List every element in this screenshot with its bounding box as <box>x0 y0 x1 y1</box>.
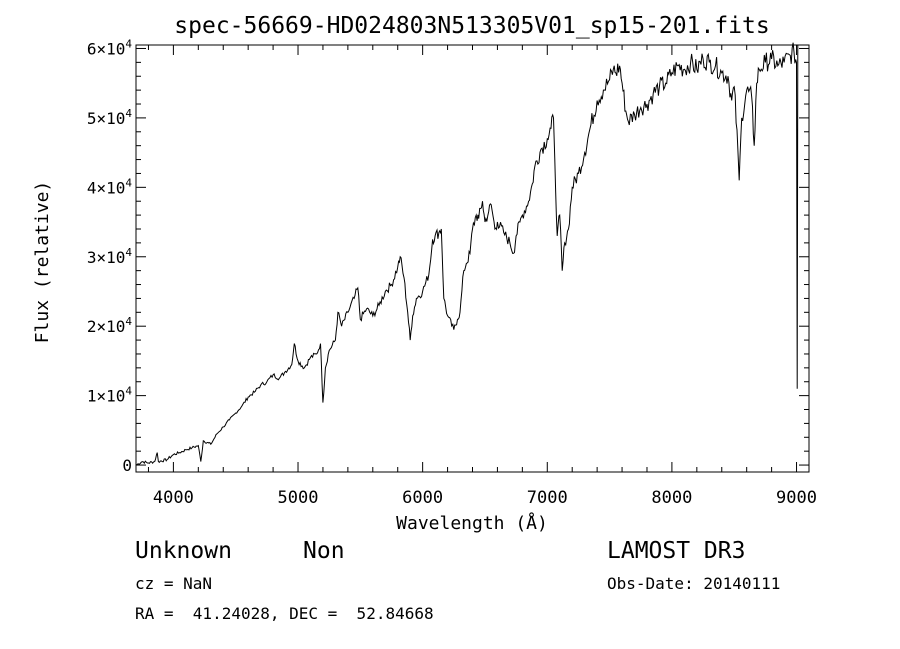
redshift-cz: cz = NaN <box>135 574 213 593</box>
object-type: Non <box>303 538 345 564</box>
survey-name: LAMOST DR3 <box>607 538 746 564</box>
coordinates: RA = 41.24028, DEC = 52.84668 <box>135 604 434 623</box>
y-tick-label: 2×104 <box>87 315 133 336</box>
x-tick-label: 9000 <box>776 488 817 508</box>
y-axis-ticks: 0 1×104 2×104 3×104 4×104 5×104 6×104 <box>87 37 809 475</box>
y-tick-label: 0 <box>122 456 132 475</box>
x-tick-label: 4000 <box>153 488 194 508</box>
x-tick-label: 8000 <box>651 488 692 508</box>
x-axis-label: Wavelength (Å) <box>396 512 548 534</box>
y-tick-label: 4×104 <box>87 176 133 197</box>
x-axis-ticks: 4000 5000 6000 7000 8000 9000 <box>147 45 817 508</box>
chart-title: spec-56669-HD024803N513305V01_sp15-201.f… <box>174 13 769 39</box>
y-tick-label: 1×104 <box>87 385 133 406</box>
x-tick-label: 7000 <box>527 488 568 508</box>
spectrum-line <box>135 42 799 466</box>
object-name: Unknown <box>135 538 232 564</box>
plot-frame <box>135 44 810 473</box>
observation-date: Obs-Date: 20140111 <box>607 574 781 593</box>
y-tick-label: 5×104 <box>87 107 133 128</box>
y-tick-label: 3×104 <box>87 246 133 267</box>
x-tick-label: 5000 <box>278 488 319 508</box>
y-tick-label: 6×104 <box>87 37 133 58</box>
y-axis-label: Flux (relative) <box>32 181 53 344</box>
x-tick-label: 6000 <box>402 488 443 508</box>
